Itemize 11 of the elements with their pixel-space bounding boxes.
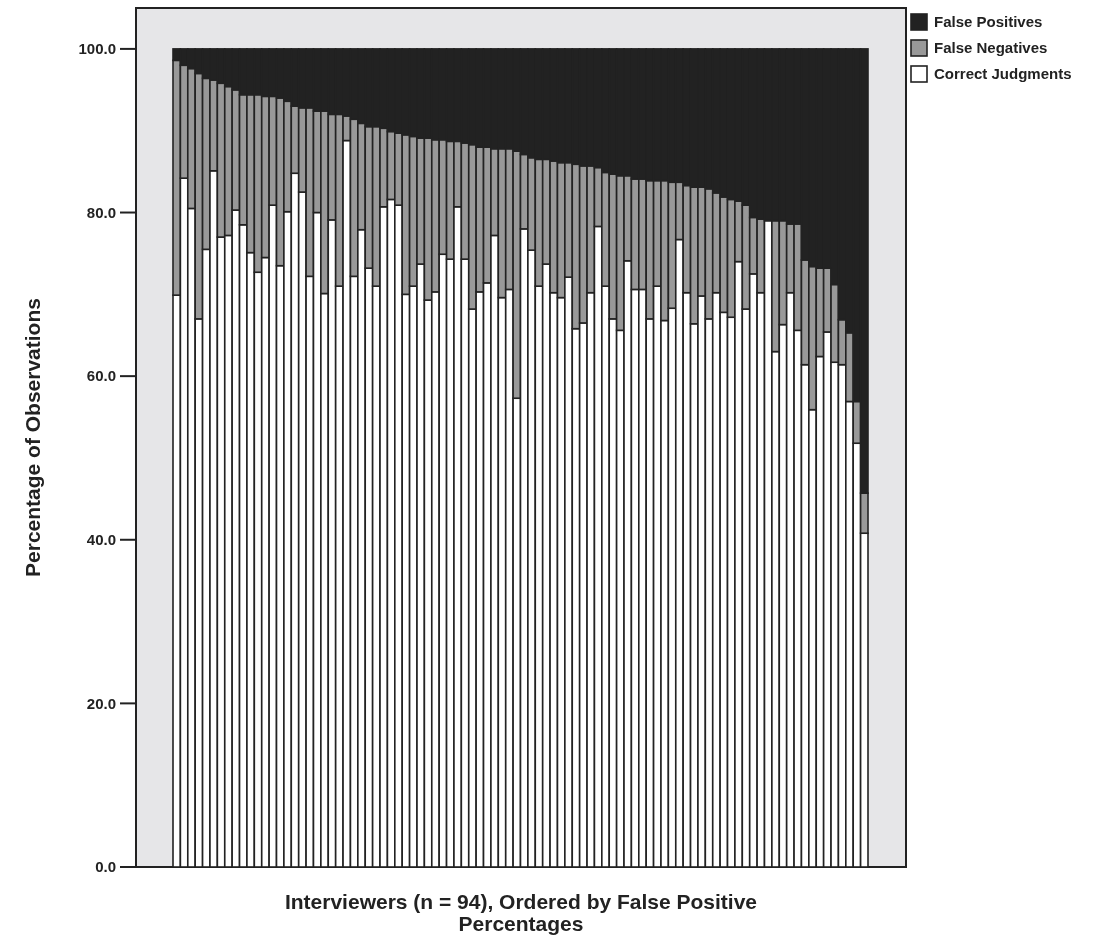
x-axis-title: Interviewers (n = 94), Ordered by False Positive Percentages bbox=[284, 890, 758, 935]
legend-label: False Positives bbox=[934, 13, 1043, 31]
y-tick-label: 60.0 bbox=[86, 367, 116, 385]
y-axis-title: Percentage of Observations bbox=[21, 298, 44, 577]
y-tick-label: 40.0 bbox=[86, 531, 116, 549]
y-tick-label: 0.0 bbox=[95, 858, 116, 876]
y-tick-label: 20.0 bbox=[86, 694, 116, 712]
legend-label: Correct Judgments bbox=[934, 65, 1072, 83]
y-tick-label: 80.0 bbox=[86, 203, 116, 221]
legend-label: False Negatives bbox=[934, 39, 1048, 57]
y-tick-label: 100.0 bbox=[78, 40, 116, 58]
